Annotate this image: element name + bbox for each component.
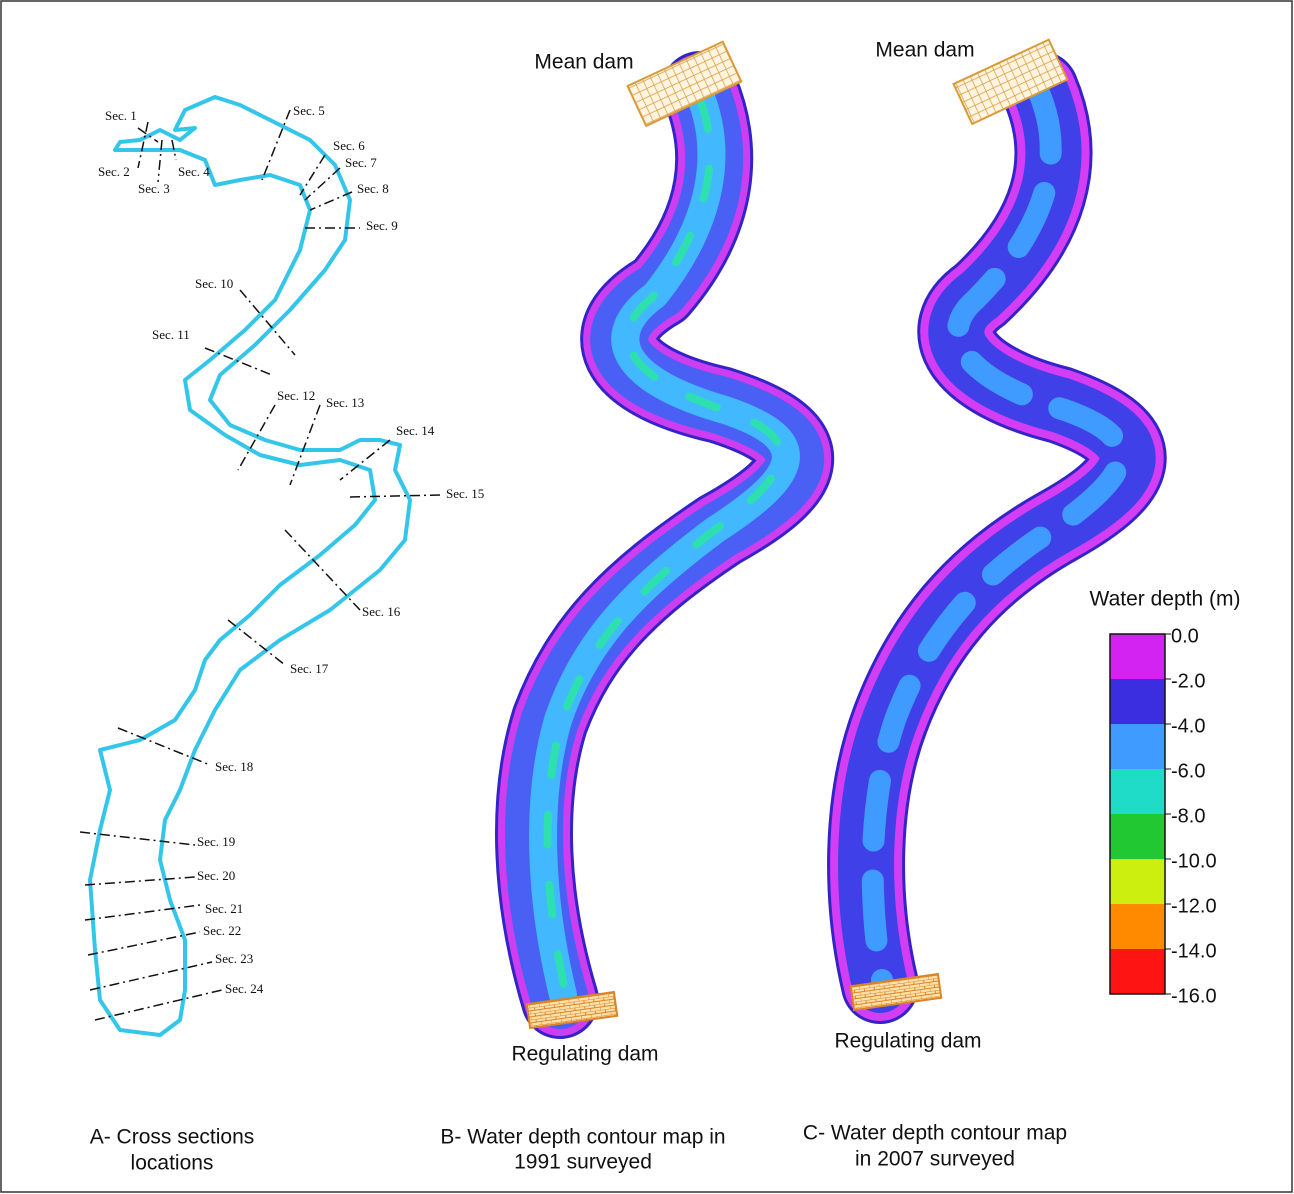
section-label: Sec. 2: [98, 164, 130, 179]
section-label: Sec. 11: [152, 327, 190, 342]
tick-label: -6.0: [1171, 760, 1205, 782]
tick-label: -4.0: [1171, 715, 1205, 737]
caption: 1991 surveyed: [514, 1151, 652, 1174]
section-label: Sec. 7: [345, 155, 377, 170]
section-label: Sec. 12: [277, 388, 315, 403]
section-label: Sec. 16: [362, 604, 401, 619]
tick-label: -12.0: [1171, 895, 1217, 917]
section-label: Sec. 6: [333, 138, 365, 153]
tick-label: -8.0: [1171, 805, 1205, 827]
tick-label: -14.0: [1171, 940, 1217, 962]
river-outline-a: [90, 97, 410, 1035]
color-band: [1110, 859, 1165, 904]
section-label: Sec. 5: [293, 103, 325, 118]
section-label: Sec. 10: [195, 276, 233, 291]
color-band: [1110, 634, 1165, 679]
legend-title: Water depth (m): [1090, 588, 1241, 611]
tick-label: -16.0: [1171, 985, 1217, 1007]
caption: B- Water depth contour map in: [440, 1126, 725, 1149]
tick-label: -2.0: [1171, 670, 1205, 692]
caption: in 2007 surveyed: [855, 1148, 1015, 1171]
section-label: Sec. 23: [215, 951, 253, 966]
section-label: Sec. 14: [396, 423, 435, 438]
section-label: Sec. 18: [215, 759, 253, 774]
caption: locations: [131, 1152, 214, 1175]
caption: A- Cross sections: [90, 1126, 255, 1149]
section-label: Sec. 15: [446, 486, 484, 501]
dam-label: Mean dam: [875, 39, 974, 62]
tick-label: 0.0: [1171, 625, 1199, 647]
depth-map-b: [534, 90, 795, 1000]
color-band: [1110, 949, 1165, 994]
dam-label: Mean dam: [534, 51, 633, 74]
section-label: Sec. 1: [105, 108, 137, 123]
section-label: Sec. 8: [357, 181, 389, 196]
caption: C- Water depth contour map: [803, 1122, 1067, 1145]
tick-label: -10.0: [1171, 850, 1217, 872]
section-label: Sec. 9: [366, 218, 398, 233]
depth-map-c: [866, 90, 1128, 985]
legend: 0.0 -2.0 -4.0 -6.0 -8.0 -10.0 -12.0 -14.0 -16.0: [1110, 625, 1217, 1007]
section-label: Sec. 3: [138, 181, 170, 196]
dam-label: Regulating dam: [511, 1043, 658, 1066]
color-band: [1110, 814, 1165, 859]
color-band: [1110, 769, 1165, 814]
section-label: Sec. 17: [290, 661, 329, 676]
section-label: Sec. 19: [197, 834, 235, 849]
section-label: Sec. 22: [203, 923, 241, 938]
figure: Sec. 1 Sec. 2 Sec. 3 Sec. 4 Sec. 5 Sec. 6 Sec.…: [0, 0, 1294, 1194]
section-label: Sec. 24: [225, 981, 264, 996]
section-label: Sec. 20: [197, 868, 235, 883]
section-label: Sec. 21: [205, 901, 243, 916]
color-band: [1110, 724, 1165, 769]
section-label: Sec. 4: [178, 164, 210, 179]
color-band: [1110, 904, 1165, 949]
color-band: [1110, 679, 1165, 724]
section-label: Sec. 13: [326, 395, 364, 410]
dam-label: Regulating dam: [834, 1030, 981, 1053]
